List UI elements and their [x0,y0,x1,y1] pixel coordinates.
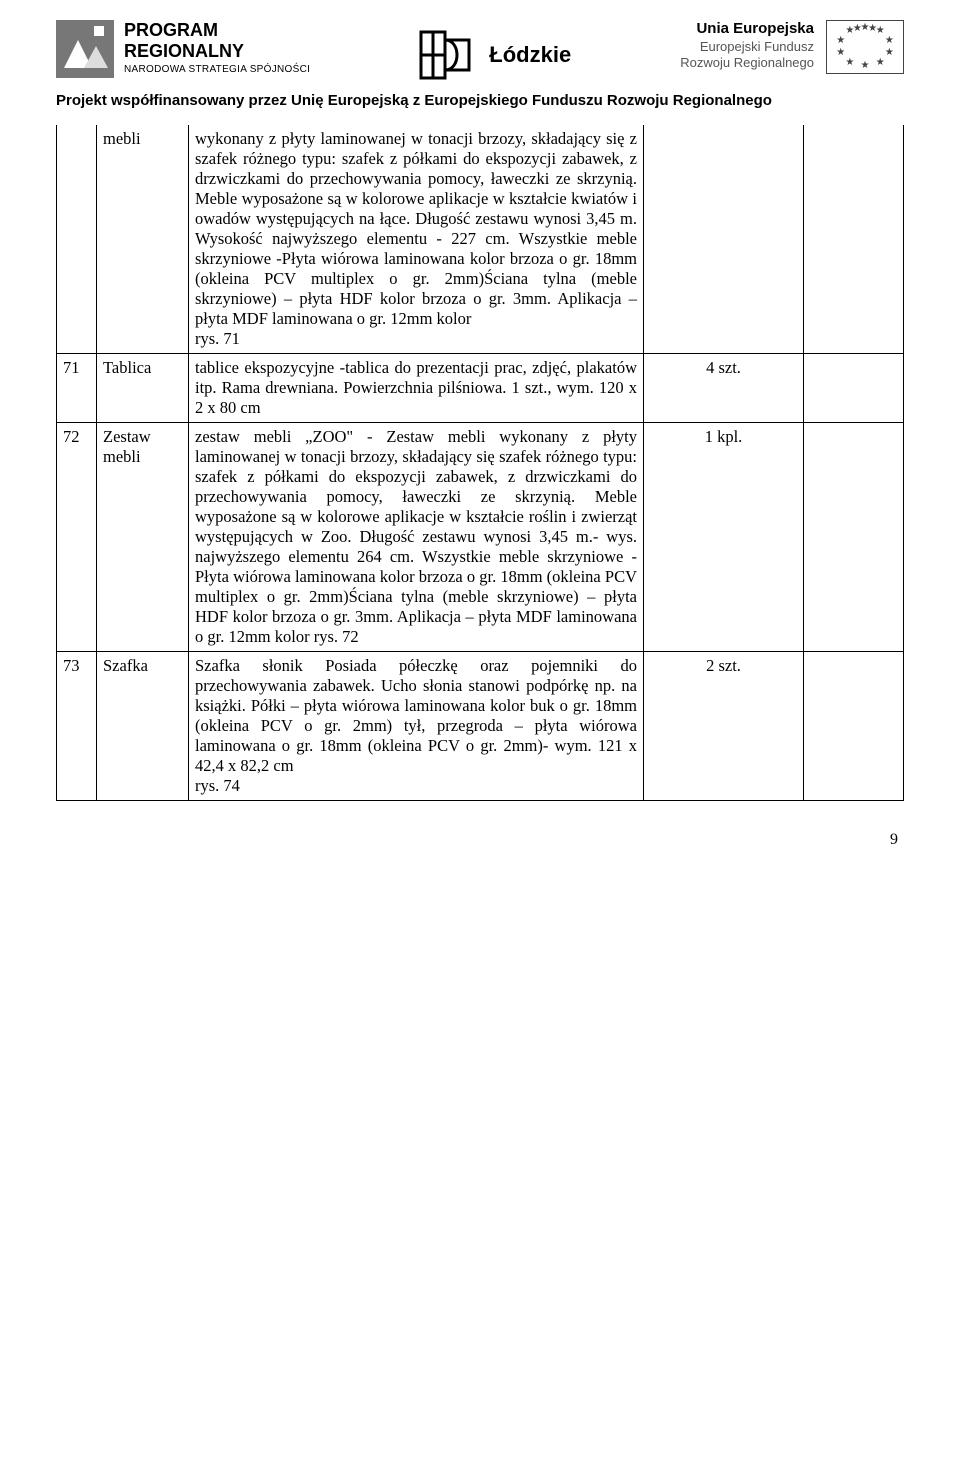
program-regionalny-icon [56,20,114,78]
row-quantity: 4 szt. [644,354,804,423]
row-empty [804,125,904,354]
header-logos: PROGRAM REGIONALNY NARODOWA STRATEGIA SP… [56,20,904,80]
page-number: 9 [56,831,904,849]
table-row: 72Zestaw meblizestaw mebli „ZOO" - Zesta… [57,423,904,652]
row-quantity: 2 szt. [644,652,804,801]
logo-center-text: Łódzkie [489,42,571,68]
row-item-name: mebli [97,125,189,354]
logo-left-line3: NARODOWA STRATEGIA SPÓJNOŚCI [124,64,310,76]
row-description: tablice ekspozycyjne -tablica do prezent… [189,354,644,423]
logo-eu: Unia Europejska Europejski Fundusz Rozwo… [680,20,904,74]
row-number: 72 [57,423,97,652]
row-empty [804,354,904,423]
row-number: 71 [57,354,97,423]
row-description: Szafka słonik Posiada półeczkę oraz poje… [189,652,644,801]
row-number: 73 [57,652,97,801]
lodzkie-icon [419,30,479,80]
table-row: 71Tablicatablice ekspozycyjne -tablica d… [57,354,904,423]
row-item-name: Szafka [97,652,189,801]
row-empty [804,423,904,652]
logo-right-line2: Europejski Fundusz [680,39,814,55]
logo-program-regionalny: PROGRAM REGIONALNY NARODOWA STRATEGIA SP… [56,20,310,78]
logo-right-line1: Unia Europejska [680,20,814,39]
row-description: zestaw mebli „ZOO" - Zestaw mebli wykona… [189,423,644,652]
logo-right-text: Unia Europejska Europejski Fundusz Rozwo… [680,20,814,71]
row-item-name: Tablica [97,354,189,423]
row-number [57,125,97,354]
row-quantity [644,125,804,354]
row-description: wykonany z płyty laminowanej w tonacji b… [189,125,644,354]
table-row: mebliwykonany z płyty laminowanej w tona… [57,125,904,354]
logo-left-line2: REGIONALNY [124,41,310,62]
logo-left-line1: PROGRAM [124,20,310,41]
specification-table: mebliwykonany z płyty laminowanej w tona… [56,125,904,801]
row-quantity: 1 kpl. [644,423,804,652]
logo-lodzkie: Łódzkie [419,30,571,80]
logo-right-line3: Rozwoju Regionalnego [680,55,814,71]
row-item-name: Zestaw mebli [97,423,189,652]
project-subtitle: Projekt współfinansowany przez Unię Euro… [56,92,904,109]
table-row: 73SzafkaSzafka słonik Posiada półeczkę o… [57,652,904,801]
row-empty [804,652,904,801]
logo-left-text: PROGRAM REGIONALNY NARODOWA STRATEGIA SP… [124,20,310,76]
eu-flag-icon: ★ ★ ★ ★ ★ ★ ★ ★ ★ ★ ★ ★ [826,20,904,74]
